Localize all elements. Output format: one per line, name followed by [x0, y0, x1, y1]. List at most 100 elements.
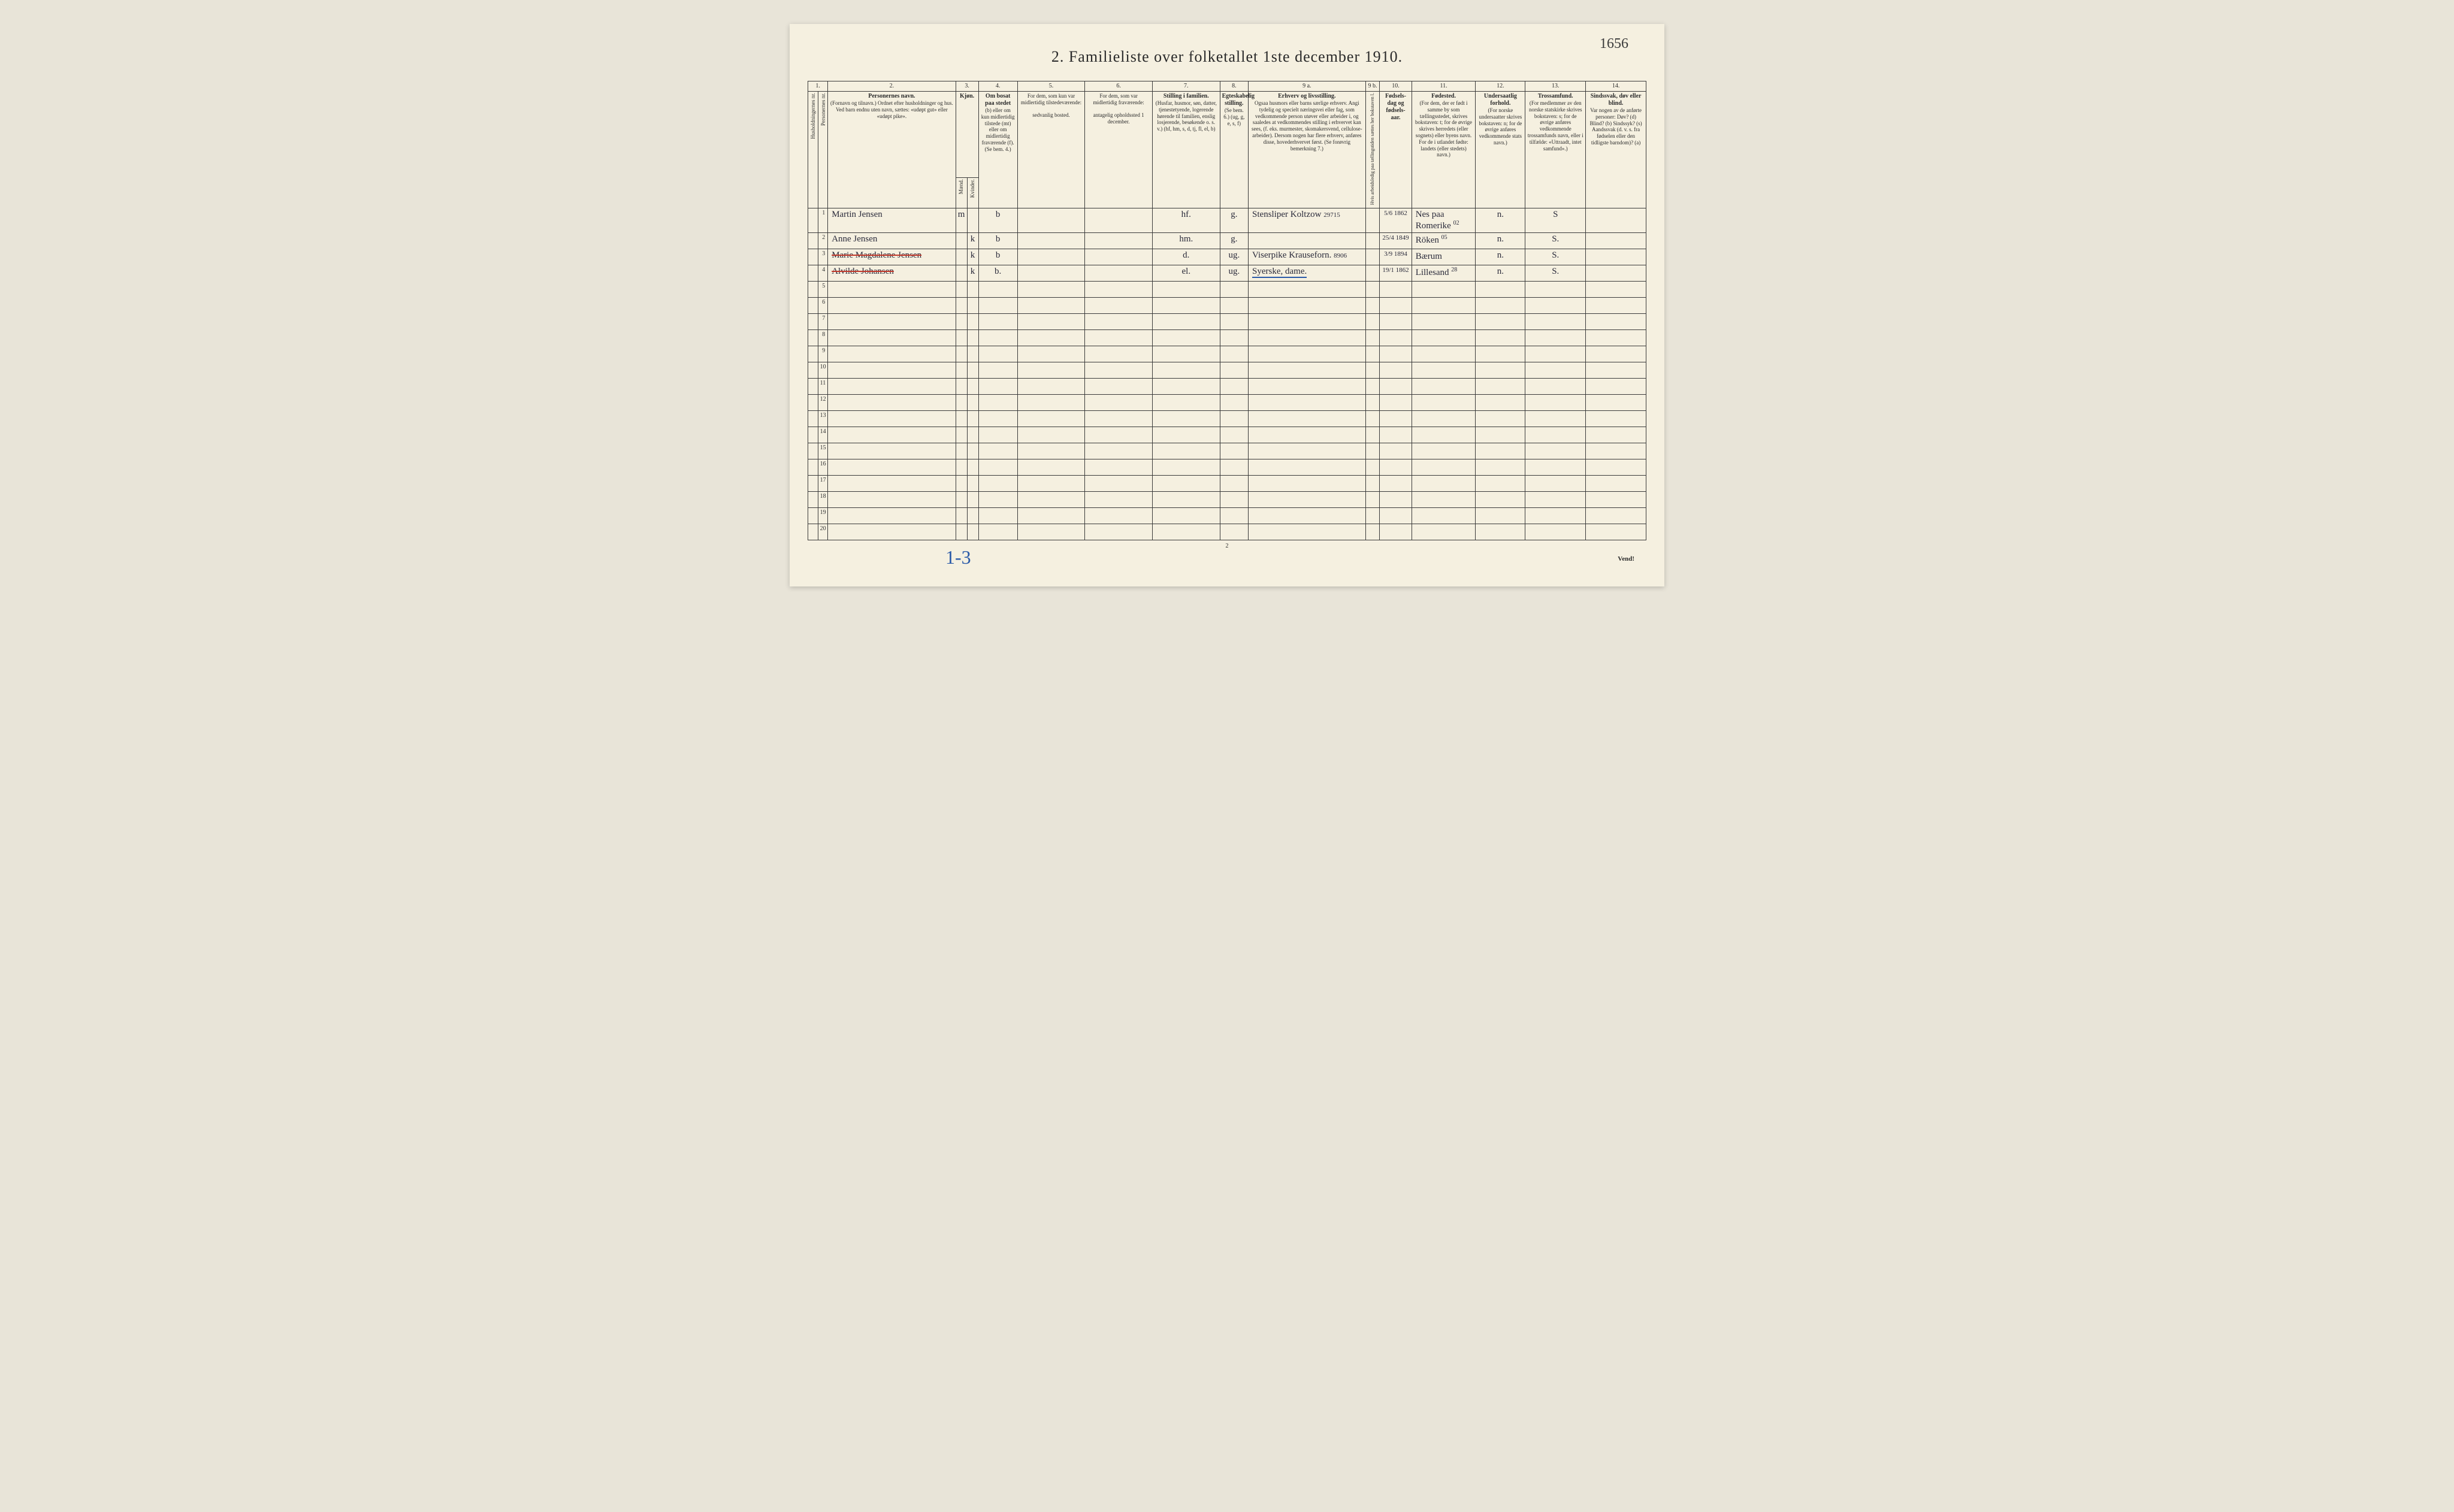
cell-empty — [1525, 410, 1586, 427]
cell-empty — [1380, 394, 1412, 410]
cell-empty — [1152, 378, 1220, 394]
cell-empty — [1249, 378, 1366, 394]
cell-empty — [978, 281, 1017, 297]
cell-empty — [1017, 394, 1085, 410]
cell-person-nr: 12 — [818, 394, 828, 410]
cell-empty — [1249, 329, 1366, 346]
cell-empty — [1017, 313, 1085, 329]
cell-household — [808, 346, 818, 362]
cell-person-nr: 16 — [818, 459, 828, 475]
cell-empty — [1152, 410, 1220, 427]
cell-empty — [967, 281, 978, 297]
cell-empty — [956, 362, 967, 378]
cell-empty — [967, 427, 978, 443]
table-row: 5 — [808, 281, 1646, 297]
cell-empty — [1152, 459, 1220, 475]
cell-bosat: b — [978, 249, 1017, 265]
cell-empty — [1017, 346, 1085, 362]
cell-person-nr: 19 — [818, 507, 828, 524]
cell-empty — [967, 362, 978, 378]
cell-empty — [1380, 329, 1412, 346]
cell-empty — [956, 378, 967, 394]
table-row: 16 — [808, 459, 1646, 475]
table-row: 2 Anne Jensen k b hm. g. 25/4 1849 Röken… — [808, 232, 1646, 249]
cell-household — [808, 362, 818, 378]
cell-empty — [1586, 491, 1646, 507]
cell-empty — [1249, 491, 1366, 507]
cell-empty — [1365, 394, 1380, 410]
table-header: 1. 2. 3. 4. 5. 6. 7. 8. 9 a. 9 b. 10. 11… — [808, 81, 1646, 208]
cell-empty — [1380, 346, 1412, 362]
hdr-egteskab: Egteskabelig stilling.(Se bem. 6.) (ug, … — [1220, 92, 1248, 208]
cell-empty — [1586, 362, 1646, 378]
cell-empty — [1365, 459, 1380, 475]
cell-empty — [828, 427, 956, 443]
colnum-9a: 9 a. — [1249, 81, 1366, 92]
cell-empty — [1525, 362, 1586, 378]
cell-empty — [1220, 427, 1248, 443]
cell-empty — [1525, 427, 1586, 443]
cell-eg: g. — [1220, 232, 1248, 249]
cell-empty — [1152, 491, 1220, 507]
cell-empty — [1220, 281, 1248, 297]
cell-empty — [828, 443, 956, 459]
cell-empty — [1249, 313, 1366, 329]
cell-k — [967, 208, 978, 232]
cell-empty — [967, 346, 978, 362]
cell-empty — [1380, 507, 1412, 524]
cell-empty — [1476, 394, 1525, 410]
colnum-2: 2. — [828, 81, 956, 92]
cell-empty — [1586, 443, 1646, 459]
cell-erhverv — [1249, 232, 1366, 249]
cell-ledig — [1365, 249, 1380, 265]
cell-und: n. — [1476, 232, 1525, 249]
hdr-tilstede: For dem, som kun var midlertidig tilsted… — [1017, 92, 1085, 208]
cell-empty — [1085, 362, 1153, 378]
cell-empty — [978, 524, 1017, 540]
cell-empty — [1017, 459, 1085, 475]
cell-person-nr: 2 — [818, 232, 828, 249]
cell-empty — [1476, 297, 1525, 313]
cell-empty — [828, 507, 956, 524]
cell-household — [808, 443, 818, 459]
cell-empty — [978, 362, 1017, 378]
cell-household — [808, 313, 818, 329]
cell-empty — [1380, 281, 1412, 297]
cell-empty — [1249, 475, 1366, 491]
colnum-3: 3. — [956, 81, 978, 92]
cell-empty — [1365, 281, 1380, 297]
cell-fam: d. — [1152, 249, 1220, 265]
cell-empty — [1525, 313, 1586, 329]
cell-und: n. — [1476, 249, 1525, 265]
cell-erhverv: Viserpike Krauseforn. 8906 — [1249, 249, 1366, 265]
cell-empty — [1476, 443, 1525, 459]
cell-eg: ug. — [1220, 265, 1248, 281]
cell-empty — [1412, 378, 1476, 394]
table-row: 3 Marie Magdalene Jensen k b d. ug. Vise… — [808, 249, 1646, 265]
cell-m — [956, 249, 967, 265]
cell-fod: 19/1 1862 — [1380, 265, 1412, 281]
table-row: 11 — [808, 378, 1646, 394]
cell-tro: S. — [1525, 265, 1586, 281]
cell-empty — [1085, 313, 1153, 329]
cell-empty — [1085, 394, 1153, 410]
cell-household — [808, 507, 818, 524]
cell-empty — [1085, 459, 1153, 475]
cell-empty — [1220, 443, 1248, 459]
cell-empty — [967, 491, 978, 507]
cell-empty — [1476, 524, 1525, 540]
hdr-undersaat: Undersaatlig forhold.(For norske undersa… — [1476, 92, 1525, 208]
cell-erhverv: Stensliper Koltzow 29715 — [1249, 208, 1366, 232]
hdr-sinds: Sindssvak, døv eller blind.Var nogen av … — [1586, 92, 1646, 208]
cell-household — [808, 281, 818, 297]
cell-empty — [828, 459, 956, 475]
cell-empty — [978, 410, 1017, 427]
cell-tro: S. — [1525, 249, 1586, 265]
cell-empty — [1085, 297, 1153, 313]
table-row: 7 — [808, 313, 1646, 329]
table-body: 1 Martin Jensen m b hf. g. Stensliper Ko… — [808, 208, 1646, 540]
cell-person-nr: 10 — [818, 362, 828, 378]
cell-tilstede — [1017, 249, 1085, 265]
cell-fod: 5/6 1862 — [1380, 208, 1412, 232]
cell-empty — [1249, 443, 1366, 459]
